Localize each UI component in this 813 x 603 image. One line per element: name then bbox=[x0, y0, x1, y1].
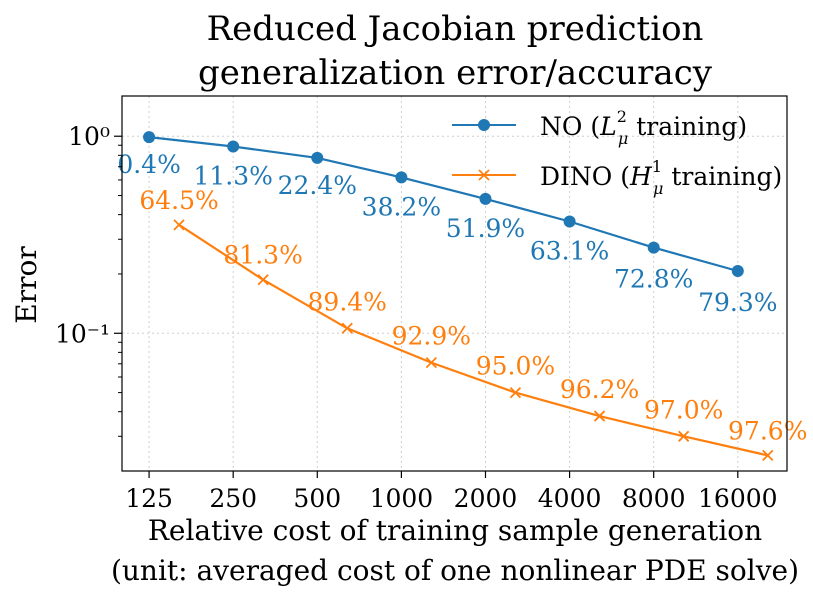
x-tick-label: 1000 bbox=[370, 484, 434, 513]
data-label: 0.4% bbox=[117, 150, 181, 179]
x-tick-label: 16000 bbox=[698, 484, 778, 513]
plot-frame bbox=[121, 95, 788, 472]
y-tick-label: 10⁰ bbox=[68, 122, 110, 151]
legend-x-stroke bbox=[478, 169, 490, 181]
legend-label-dino: DINO (H1 μ training) bbox=[540, 157, 782, 198]
legend-label-dino-sup: 1 bbox=[652, 157, 662, 176]
data-point bbox=[762, 449, 774, 462]
data-label: 38.2% bbox=[362, 192, 441, 221]
x-marker-stroke bbox=[257, 274, 269, 286]
x-marker-stroke bbox=[678, 430, 690, 442]
legend: NO (L2 μ training) DINO (H1 μ training) bbox=[452, 107, 782, 198]
legend-label-no-symbol: L bbox=[599, 112, 617, 141]
x-marker-stroke bbox=[762, 449, 774, 462]
legend-label-no-sub: μ bbox=[618, 129, 628, 148]
x-marker-stroke bbox=[341, 322, 353, 334]
x-marker-stroke bbox=[593, 410, 606, 422]
grid-lines bbox=[122, 96, 787, 471]
legend-label-no-sup: 2 bbox=[617, 107, 627, 126]
data-point bbox=[647, 241, 660, 254]
data-point bbox=[311, 151, 324, 164]
legend-label-no-main: NO ( bbox=[540, 112, 600, 141]
data-point bbox=[731, 265, 744, 278]
data-point bbox=[395, 171, 408, 184]
legend-label-dino-sub: μ bbox=[653, 179, 663, 198]
data-point bbox=[143, 131, 156, 144]
data-label: 97.6% bbox=[728, 416, 807, 445]
series-line-0 bbox=[148, 136, 739, 273]
x-tick-label: 8000 bbox=[622, 484, 686, 513]
x-axis-label-line-1: Relative cost of training sample generat… bbox=[148, 514, 762, 547]
data-label: 96.2% bbox=[560, 375, 639, 404]
x-tick-label: 250 bbox=[209, 484, 257, 513]
x-tick-label: 2000 bbox=[454, 484, 518, 513]
data-label: 11.3% bbox=[193, 161, 272, 190]
x-tick-label: 500 bbox=[293, 484, 341, 513]
legend-label-dino-main: DINO ( bbox=[540, 162, 630, 191]
x-marker-stroke bbox=[509, 386, 522, 399]
data-point bbox=[227, 140, 240, 153]
data-point bbox=[479, 192, 492, 205]
data-point bbox=[257, 274, 269, 286]
x-tick-label: 125 bbox=[125, 484, 173, 513]
x-axis-label-line-2: (unit: averaged cost of one nonlinear PD… bbox=[111, 554, 799, 587]
data-labels: 0.4% 11.3% 22.4%38.2%51.9%63.1%72.8%79.3% 6… bbox=[117, 150, 807, 445]
data-point bbox=[173, 219, 185, 231]
chart-title-line-1: Reduced Jacobian prediction bbox=[207, 9, 704, 49]
axis-ticks: 125 250 500 1000 2000 4000 8000 16000 10⁰ 10⁻¹ bbox=[55, 122, 778, 513]
series-line-1 bbox=[178, 223, 769, 457]
x-tick-label: 4000 bbox=[538, 484, 602, 513]
legend-marker-dino bbox=[478, 169, 490, 181]
y-axis-label: Error bbox=[10, 246, 43, 324]
data-label: 81.3% bbox=[223, 241, 302, 270]
legend-label-no-rest: training) bbox=[628, 112, 747, 141]
legend-label-no: NO (L2 μ training) bbox=[540, 107, 747, 148]
data-point bbox=[678, 430, 690, 442]
data-label: 22.4% bbox=[278, 171, 357, 200]
legend-marker-no bbox=[478, 119, 490, 131]
data-label: 51.9% bbox=[446, 214, 525, 243]
data-point bbox=[341, 322, 353, 334]
data-label: 95.0% bbox=[476, 352, 555, 381]
series-layer bbox=[143, 131, 774, 462]
data-point bbox=[425, 356, 437, 369]
chart-title-line-2: generalization error/accuracy bbox=[198, 53, 713, 93]
data-label: 92.9% bbox=[392, 322, 471, 351]
data-label: 64.5% bbox=[139, 186, 218, 215]
data-point bbox=[509, 386, 522, 399]
data-label: 89.4% bbox=[308, 287, 387, 316]
data-label: 72.8% bbox=[614, 265, 693, 294]
data-point bbox=[563, 215, 576, 228]
x-marker-stroke bbox=[173, 219, 185, 231]
y-tick-label: 10⁻¹ bbox=[55, 319, 110, 348]
data-point bbox=[593, 410, 606, 422]
legend-label-dino-rest: training) bbox=[663, 162, 782, 191]
legend-label-dino-symbol: H bbox=[629, 162, 653, 191]
data-label: 97.0% bbox=[644, 395, 723, 424]
data-label: 79.3% bbox=[698, 288, 777, 317]
data-label: 63.1% bbox=[530, 237, 609, 266]
x-marker-stroke bbox=[425, 356, 437, 369]
